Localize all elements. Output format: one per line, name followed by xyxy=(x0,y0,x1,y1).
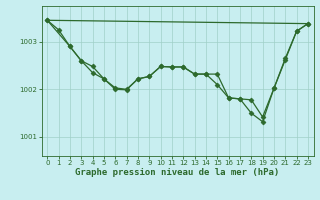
X-axis label: Graphe pression niveau de la mer (hPa): Graphe pression niveau de la mer (hPa) xyxy=(76,168,280,177)
